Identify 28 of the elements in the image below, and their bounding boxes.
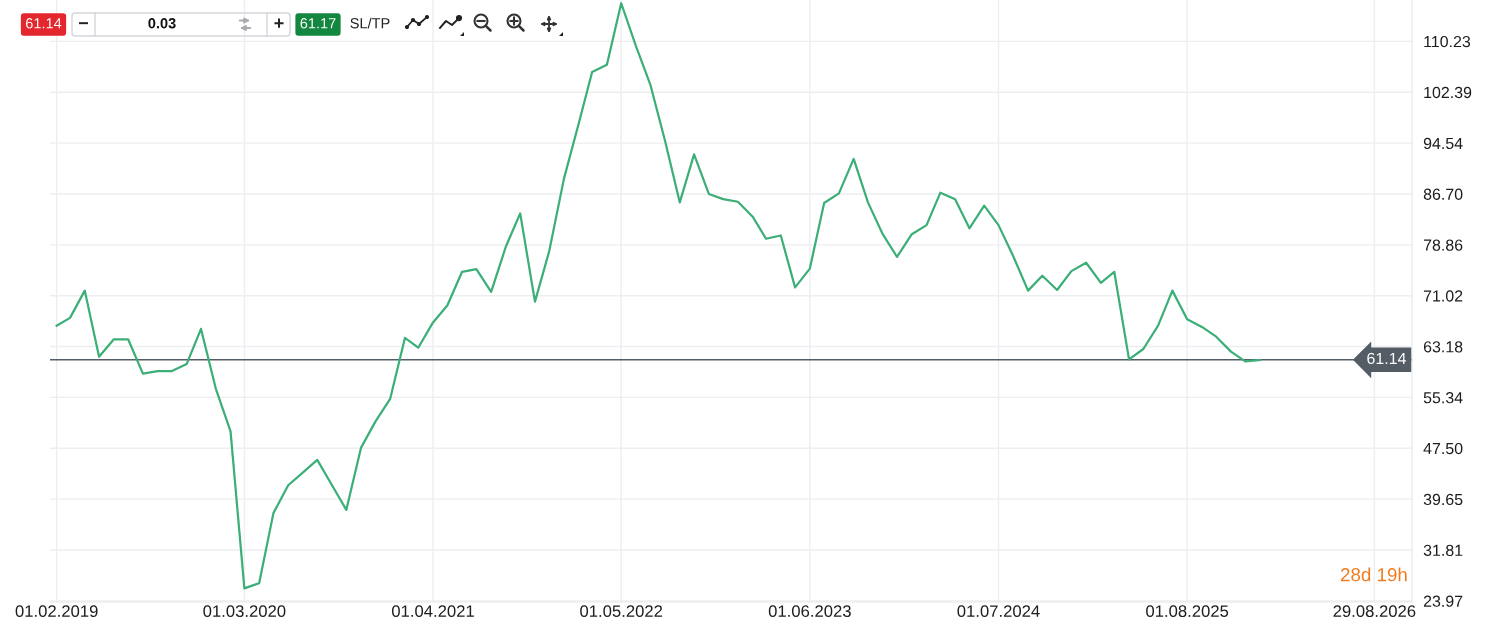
y-tick-label: 78.86 (1423, 239, 1463, 251)
y-tick-label: 102.39 (1424, 86, 1472, 99)
x-tick-label: 01.06.2023 (768, 605, 851, 618)
y-tick-label: 86.70 (1423, 188, 1463, 200)
x-tick-label: 01.02.2019 (15, 605, 98, 618)
x-tick-label: 29.08.2026 (1333, 605, 1416, 618)
annotation: 61.17 (300, 18, 336, 29)
x-tick-label: 01.05.2022 (580, 605, 663, 618)
y-tick-label: 39.65 (1423, 493, 1463, 506)
ref-line-label: 61.14 (1367, 352, 1406, 365)
annotation: SL/TP (350, 17, 390, 29)
y-tick-label: 110.23 (1424, 35, 1471, 48)
y-tick-label: 55.34 (1423, 392, 1463, 404)
y-tick-label: 94.54 (1423, 137, 1463, 150)
x-tick-label: 01.03.2020 (203, 605, 286, 618)
y-tick-label: 47.50 (1423, 442, 1463, 455)
y-tick-label: 63.18 (1423, 341, 1463, 353)
x-tick-label: 01.04.2021 (391, 605, 474, 618)
annotation: 0.03 (148, 18, 176, 29)
annotation: − (78, 22, 89, 25)
y-tick-label: 23.97 (1423, 595, 1463, 607)
x-tick-label: 01.07.2024 (957, 605, 1040, 618)
annotation: + (274, 18, 284, 28)
annotation: 28d 19h (1341, 567, 1407, 582)
y-tick-label: 31.81 (1423, 544, 1463, 556)
x-tick-label: 01.08.2025 (1146, 605, 1229, 618)
y-tick-label: 71.02 (1423, 290, 1463, 302)
annotation: 61.14 (26, 18, 62, 29)
